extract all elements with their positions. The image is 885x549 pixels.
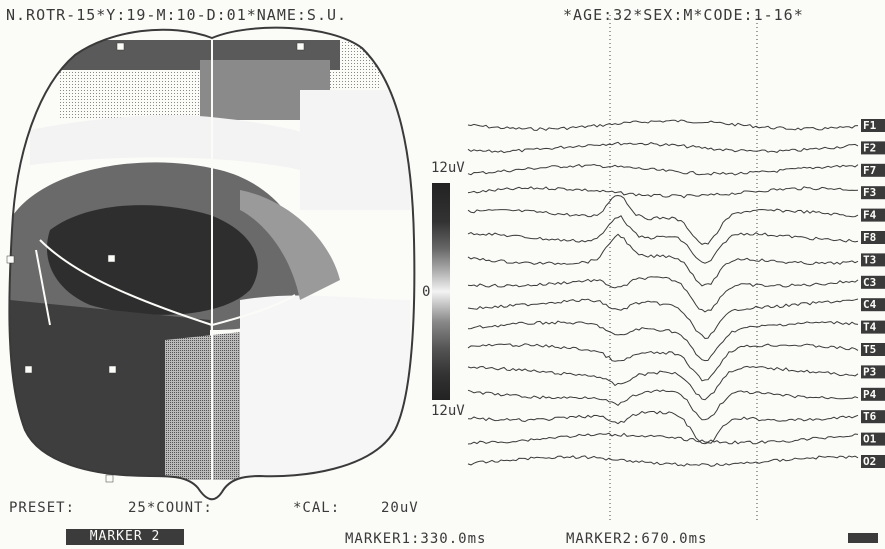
trace-c4 — [467, 298, 859, 340]
channel-label-bg — [861, 343, 885, 356]
trace-t6 — [467, 410, 859, 445]
channel-label-o1: O1 — [863, 433, 877, 446]
channel-label-f2: F2 — [863, 141, 876, 154]
channel-label-f1: F1 — [863, 119, 877, 132]
channel-label-bg — [861, 387, 885, 401]
scale-top-label: 12uV — [431, 160, 465, 176]
channel-label-bg — [861, 320, 885, 334]
trace-p4 — [467, 389, 859, 421]
channel-label-t6: T6 — [863, 410, 877, 423]
cal-value: 20uV — [381, 500, 419, 516]
channel-label-f7: F7 — [863, 164, 876, 177]
channel-label-bg — [861, 410, 885, 424]
marker2-readout: MARKER2:670.0ms — [566, 531, 708, 547]
trace-f8 — [467, 215, 859, 264]
header-right: *AGE:32*SEX:M*CODE:1-16* — [563, 6, 804, 24]
count-label: 25*COUNT: — [128, 500, 213, 516]
channel-label-f8: F8 — [863, 231, 876, 244]
channel-label-c4: C4 — [863, 298, 877, 311]
scale-zero-label: 0 — [422, 284, 431, 300]
channel-label-c3: C3 — [863, 276, 876, 289]
color-scale-bar — [432, 183, 450, 400]
trace-t4 — [467, 320, 859, 362]
scale-bottom-label: 12uV — [431, 403, 465, 419]
channel-label-bg — [861, 231, 885, 244]
trace-o2 — [467, 455, 859, 467]
channel-label-bg — [861, 365, 885, 379]
channel-label-bg — [861, 455, 885, 468]
channel-label-t5: T5 — [863, 343, 876, 356]
trace-f3 — [467, 186, 859, 199]
channel-label-p4: P4 — [863, 388, 877, 401]
channel-label-bg — [861, 253, 885, 267]
channel-label-bg — [861, 163, 885, 177]
channel-label-f4: F4 — [863, 209, 877, 222]
channel-label-f3: F3 — [863, 186, 876, 199]
channel-label-t4: T4 — [863, 321, 877, 334]
channel-label-o2: O2 — [863, 455, 876, 468]
header-left: N.ROTR-15*Y:19-M:10-D:01*NAME:S.U. — [6, 6, 348, 24]
channel-label-bg — [861, 208, 885, 222]
status-block — [848, 533, 878, 543]
channel-label-bg — [861, 298, 885, 312]
trace-f7 — [467, 163, 859, 176]
trace-t3 — [467, 233, 859, 287]
trace-f1 — [467, 119, 859, 131]
trace-o1 — [467, 432, 859, 445]
trace-p3 — [467, 365, 859, 401]
trace-f2 — [467, 141, 859, 154]
preset-label: PRESET: — [9, 500, 76, 516]
trace-t5 — [467, 343, 859, 382]
channel-label-bg — [861, 275, 885, 289]
channel-label-bg — [861, 186, 885, 200]
trace-f4 — [467, 194, 859, 245]
channel-label-bg — [861, 432, 885, 446]
marker-2-button[interactable]: MARKER 2 — [66, 529, 184, 545]
channel-label-p3: P3 — [863, 365, 876, 378]
cal-label: *CAL: — [293, 500, 341, 516]
trace-c3 — [467, 276, 859, 313]
marker1-readout: MARKER1:330.0ms — [345, 531, 487, 547]
channel-label-bg — [861, 119, 885, 132]
channel-label-t3: T3 — [863, 253, 876, 266]
channel-label-bg — [861, 141, 885, 155]
